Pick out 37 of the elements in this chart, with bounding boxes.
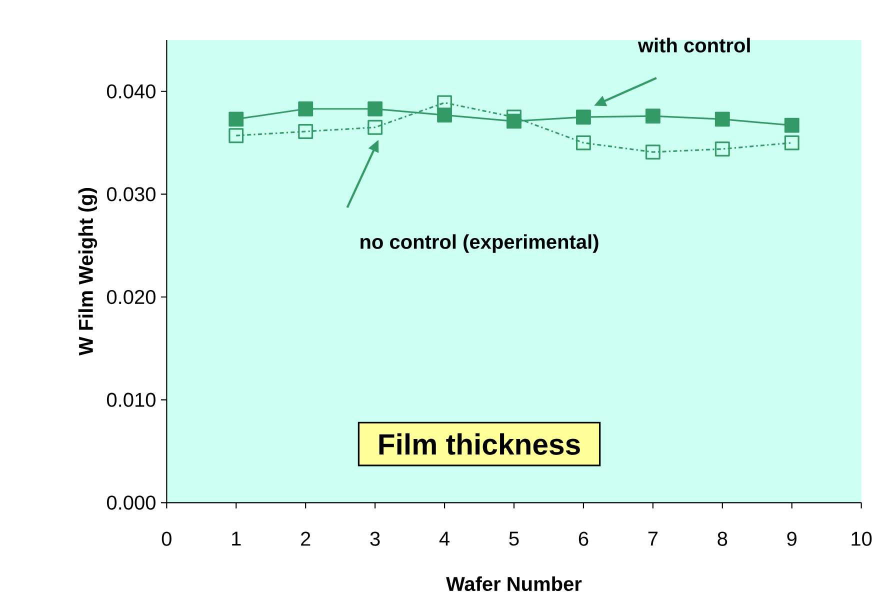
annotation: with control: [638, 38, 750, 52]
x-tick-label: 3: [370, 532, 380, 546]
point: [228, 112, 244, 127]
x-tick-label: 10: [852, 532, 872, 546]
point: [437, 95, 452, 110]
x-tick-label: 0: [162, 532, 172, 546]
point: [714, 142, 730, 156]
x-tick-label: 9: [787, 532, 796, 546]
x-tick-label: 6: [578, 532, 588, 546]
y-tick-label: 0.020: [106, 290, 156, 304]
x-tick-label: 1: [232, 532, 241, 546]
y-tick-label: 0.030: [106, 187, 156, 202]
point: [784, 135, 800, 150]
point: [645, 108, 660, 124]
point: [576, 135, 591, 150]
x-tick-label: 4: [439, 532, 450, 546]
point: [645, 144, 660, 160]
y-tick-label: 0.000: [106, 496, 156, 510]
x-tick-label: 2: [301, 532, 310, 546]
point: [298, 124, 314, 139]
point: [714, 112, 730, 127]
point: [368, 101, 383, 116]
annotation: no control (experimental): [360, 234, 598, 253]
y-axis-title: W Film Weight (g): [78, 188, 98, 356]
x-axis-title: Wafer Number: [446, 576, 582, 592]
y-tick-label: 0.010: [106, 392, 156, 407]
point: [228, 128, 244, 144]
y-tick-label: 0.040: [106, 84, 156, 98]
annotation: Film thickness: [379, 433, 580, 455]
point: [576, 110, 591, 125]
point: [368, 120, 383, 135]
x-tick-label: 7: [648, 532, 658, 546]
point: [506, 110, 522, 125]
x-tick-label: 5: [509, 532, 519, 546]
point: [784, 118, 800, 133]
x-tick-label: 8: [718, 532, 728, 546]
point: [298, 101, 314, 116]
